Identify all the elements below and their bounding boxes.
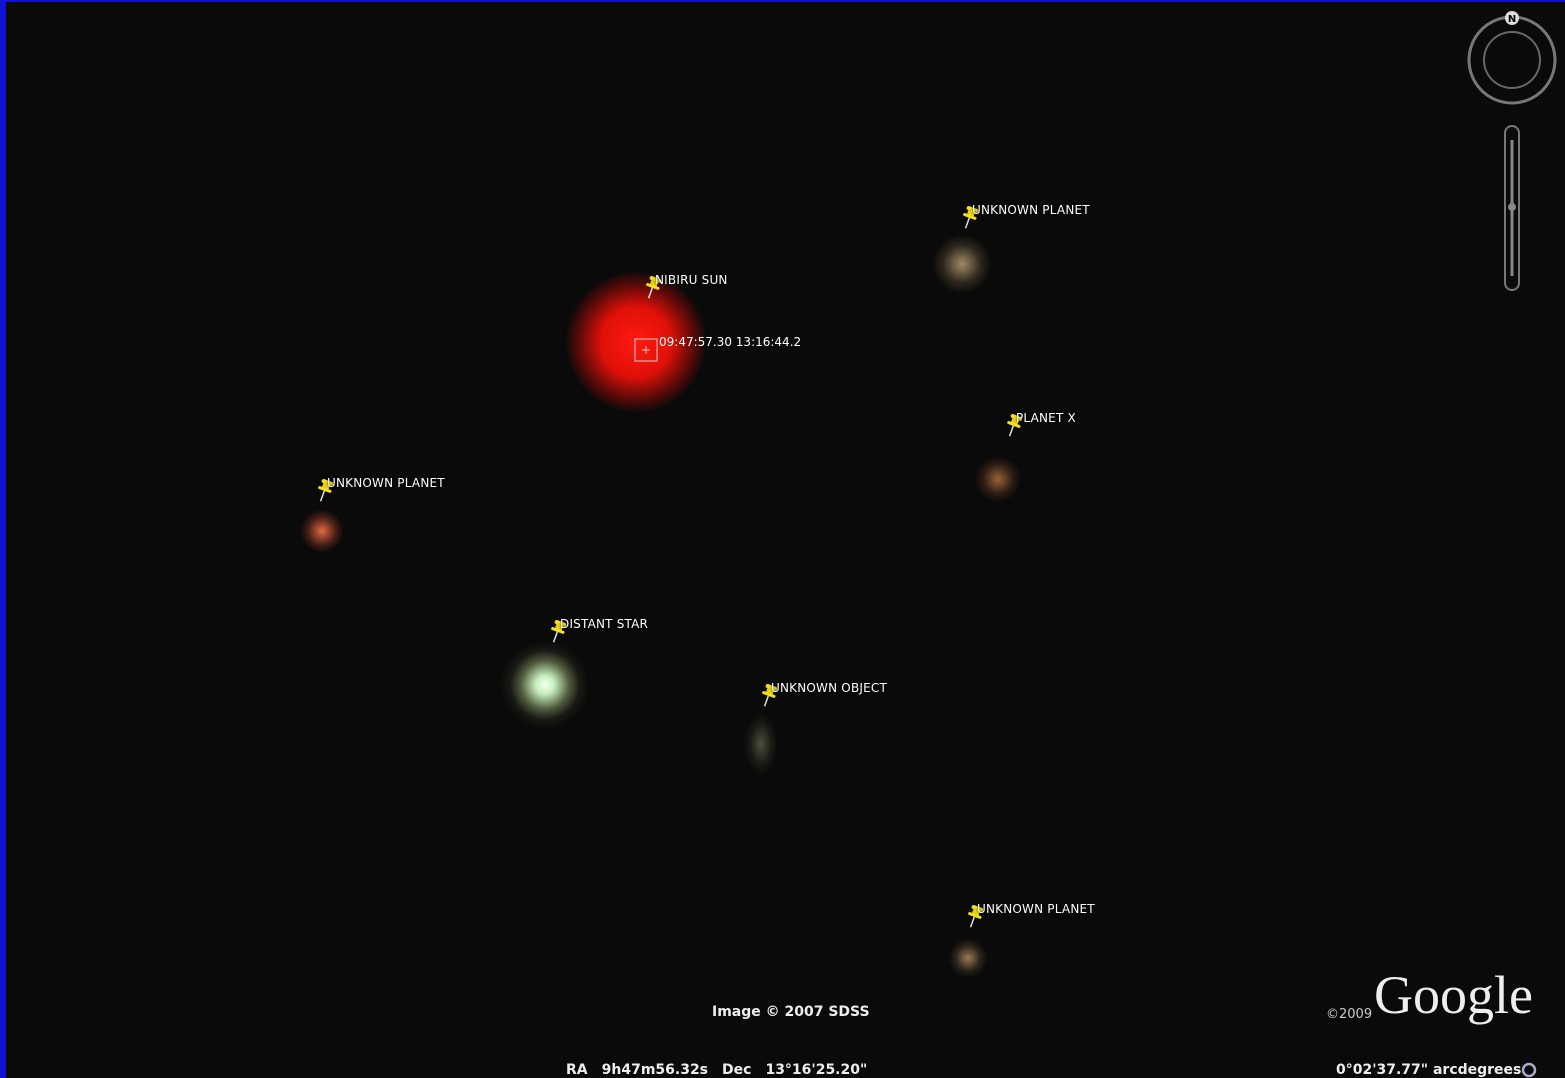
ra-label: RA [566, 1062, 588, 1078]
placemark-pin[interactable] [643, 274, 663, 300]
dec-label: Dec [722, 1062, 752, 1078]
placemark-label[interactable]: UNKNOWN PLANET [327, 476, 445, 490]
crosshair-label: 09:47:57.30 13:16:44.2 [659, 335, 802, 349]
placemark-label[interactable]: NIBIRU SUN [655, 273, 728, 287]
status-bar: RA 9h47m56.32s Dec 13°16'25.20" [566, 1062, 881, 1078]
compass-ring[interactable] [1467, 15, 1557, 105]
glow [744, 712, 778, 776]
glow [976, 454, 1020, 504]
placemark-label[interactable]: PLANET X [1016, 411, 1076, 425]
placemark-label[interactable]: UNKNOWN OBJECT [771, 681, 888, 695]
status-icon [1521, 1062, 1537, 1078]
placemark-pin[interactable] [1004, 412, 1024, 438]
zoom-thumb[interactable] [1508, 203, 1516, 211]
glow [948, 938, 988, 978]
logo-year: ©2009 [1326, 1007, 1373, 1022]
compass-north: N [1508, 14, 1516, 25]
placemark-pin[interactable] [965, 903, 985, 929]
placemark-pin[interactable] [759, 682, 779, 708]
navigation-controls[interactable]: N [1464, 8, 1560, 298]
dec-value: 13°16'25.20" [765, 1062, 868, 1078]
placemark-label[interactable]: UNKNOWN PLANET [977, 902, 1095, 916]
sky-view[interactable]: 09:47:57.30 13:16:44.2 Image © 2007 SDSS… [6, 2, 1565, 1078]
crosshair [634, 338, 658, 362]
placemark-label[interactable]: DISTANT STAR [560, 617, 649, 631]
ra-value: 9h47m56.32s [601, 1062, 709, 1078]
glow [500, 640, 590, 730]
zoom-slider[interactable] [1504, 125, 1520, 291]
glow [301, 508, 343, 554]
logo: Google [1374, 965, 1533, 1025]
placemark-label[interactable]: UNKNOWN PLANET [972, 203, 1090, 217]
image-credit: Image © 2007 SDSS [712, 1004, 870, 1020]
placemark-pin[interactable] [960, 204, 980, 230]
compass-inner[interactable] [1483, 31, 1541, 89]
placemark-pin[interactable] [315, 477, 335, 503]
glow [932, 234, 992, 294]
scale-label: 0°02'37.77" arcdegrees [1336, 1062, 1522, 1078]
placemark-pin[interactable] [548, 618, 568, 644]
glow [566, 272, 706, 412]
